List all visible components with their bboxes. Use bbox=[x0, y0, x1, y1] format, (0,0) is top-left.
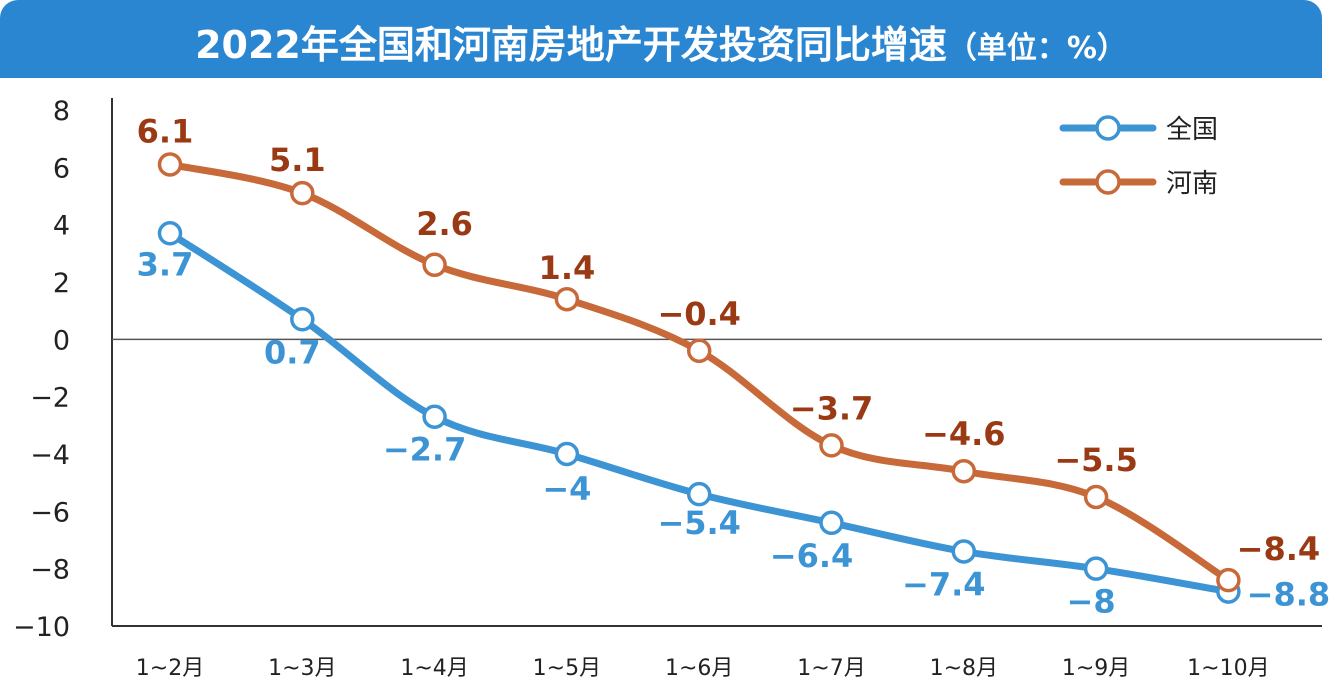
y-tick-labels: 8 6 4 2 0 −2 −4 −6 −8 −10 bbox=[13, 96, 70, 643]
title-bar: 2022年全国和河南房地产开发投资同比增速（单位：%） bbox=[0, 0, 1322, 78]
y-tick-label: 2 bbox=[53, 268, 70, 299]
national-point bbox=[951, 539, 977, 564]
x-tick-label: 1~8月 bbox=[930, 656, 998, 681]
henan-point bbox=[290, 180, 315, 206]
national-data-label: −8.8 bbox=[1247, 576, 1331, 614]
henan-data-label: −4.6 bbox=[922, 415, 1006, 453]
henan-point bbox=[686, 338, 712, 364]
henan-point bbox=[1216, 567, 1241, 593]
data-labels: 3.7 0.7 −2.7 −4 −5.4 −6.4 −7.4 −8 −8.8 6.1 5.1 2.6 1… bbox=[137, 112, 1330, 620]
henan-data-label: −5.5 bbox=[1054, 441, 1138, 479]
national-point bbox=[422, 404, 447, 429]
national-data-label: 0.7 bbox=[264, 333, 321, 371]
x-tick-label: 1~9月 bbox=[1062, 656, 1130, 681]
y-tick-label: 4 bbox=[53, 211, 70, 242]
henan-data-label: 1.4 bbox=[539, 249, 596, 287]
national-point bbox=[819, 510, 844, 536]
y-tick-label: −8 bbox=[30, 555, 70, 586]
y-tick-label: −2 bbox=[30, 383, 70, 414]
henan-data-label: −0.4 bbox=[657, 295, 741, 333]
legend-marker-national bbox=[1095, 115, 1121, 141]
henan-point bbox=[554, 286, 580, 312]
x-tick-label: 1~10月 bbox=[1187, 656, 1269, 681]
national-data-label: 3.7 bbox=[137, 245, 194, 283]
national-data-label: −5.4 bbox=[657, 504, 741, 542]
x-tick-label: 1~2月 bbox=[136, 656, 204, 681]
henan-point bbox=[422, 252, 447, 278]
henan-data-label: 5.1 bbox=[269, 141, 326, 179]
henan-point bbox=[1083, 484, 1109, 510]
henan-data-label: 2.6 bbox=[416, 205, 473, 243]
national-point bbox=[290, 307, 315, 332]
chart-title: 2022年全国和河南房地产开发投资同比增速（单位：%） bbox=[0, 14, 1322, 69]
henan-data-label: 6.1 bbox=[137, 112, 194, 150]
national-data-label: −2.7 bbox=[383, 431, 467, 469]
x-tick-labels: 1~2月 1~3月 1~4月 1~5月 1~6月 1~7月 1~8月 1~9月 1~10月 bbox=[136, 656, 1270, 681]
national-data-label: −4 bbox=[542, 470, 591, 508]
national-data-label: −7.4 bbox=[902, 565, 986, 603]
legend-label-national: 全国 bbox=[1166, 115, 1218, 145]
legend-marker-henan bbox=[1095, 169, 1121, 195]
chart-title-unit: （单位：%） bbox=[946, 31, 1127, 66]
series-points bbox=[157, 152, 1241, 604]
x-tick-label: 1~5月 bbox=[533, 656, 601, 681]
chart-title-main: 2022年全国和河南房地产开发投资同比增速 bbox=[195, 23, 947, 67]
x-tick-label: 1~3月 bbox=[268, 656, 336, 681]
y-tick-label: −4 bbox=[30, 440, 70, 471]
y-tick-label: 0 bbox=[53, 325, 70, 356]
national-point bbox=[1083, 556, 1109, 581]
national-point bbox=[554, 441, 580, 467]
x-tick-label: 1~4月 bbox=[400, 656, 468, 681]
legend-label-henan: 河南 bbox=[1166, 169, 1218, 199]
national-point bbox=[157, 221, 183, 246]
national-data-label: −8 bbox=[1067, 583, 1116, 621]
x-tick-label: 1~6月 bbox=[665, 656, 733, 681]
y-tick-label: −6 bbox=[30, 497, 70, 528]
axes bbox=[111, 98, 1322, 627]
y-tick-label: 8 bbox=[53, 96, 70, 127]
y-tick-label: 6 bbox=[53, 153, 70, 184]
x-tick-label: 1~7月 bbox=[797, 656, 865, 681]
henan-point bbox=[819, 433, 844, 458]
henan-data-label: −3.7 bbox=[790, 389, 874, 427]
national-point bbox=[686, 481, 712, 507]
henan-point bbox=[157, 152, 183, 177]
y-tick-label: −10 bbox=[13, 612, 70, 643]
henan-data-label: −8.4 bbox=[1237, 530, 1321, 568]
henan-point bbox=[951, 458, 977, 484]
national-data-label: −6.4 bbox=[770, 537, 854, 575]
